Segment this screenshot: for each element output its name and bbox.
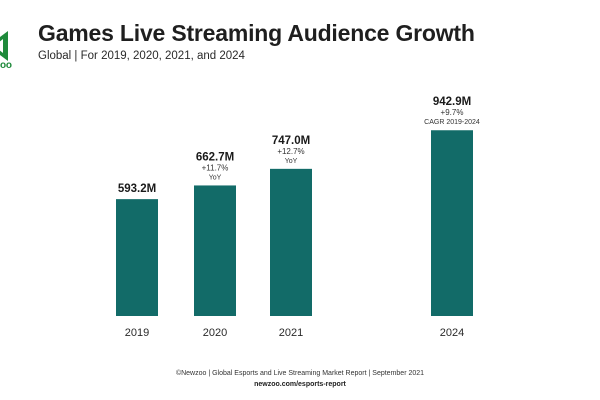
bar-2021	[270, 168, 312, 316]
logo-wordmark: oo	[0, 60, 12, 71]
data-label: 942.9M	[433, 96, 471, 108]
x-tick-label: 2020	[203, 327, 227, 339]
growth-basis-label: YoY	[209, 174, 222, 181]
growth-label: +11.7%	[202, 163, 229, 172]
growth-label: +12.7%	[277, 147, 304, 156]
bar-2024	[431, 130, 473, 316]
footer-url-link[interactable]: newzoo.com/esports-report	[254, 381, 346, 388]
footer-credit: ©Newzoo | Global Esports and Live Stream…	[175, 370, 425, 377]
chart-title: Games Live Streaming Audience Growth	[38, 20, 475, 46]
x-tick-label: 2019	[125, 327, 149, 339]
growth-label: +9.7%	[441, 108, 464, 117]
data-label: 593.2M	[118, 183, 156, 195]
x-tick-label: 2024	[440, 327, 464, 339]
newzoo-logo-icon	[0, 31, 8, 61]
data-label: 747.0M	[272, 135, 310, 147]
growth-basis-label: YoY	[285, 158, 298, 165]
chart-subtitle: Global | For 2019, 2020, 2021, and 2024	[38, 50, 245, 62]
growth-basis-label: CAGR 2019-2024	[424, 119, 480, 126]
data-label: 662.7M	[196, 151, 234, 163]
bar-2020	[194, 185, 236, 316]
bar-2019	[116, 199, 158, 316]
x-tick-label: 2021	[279, 327, 303, 339]
